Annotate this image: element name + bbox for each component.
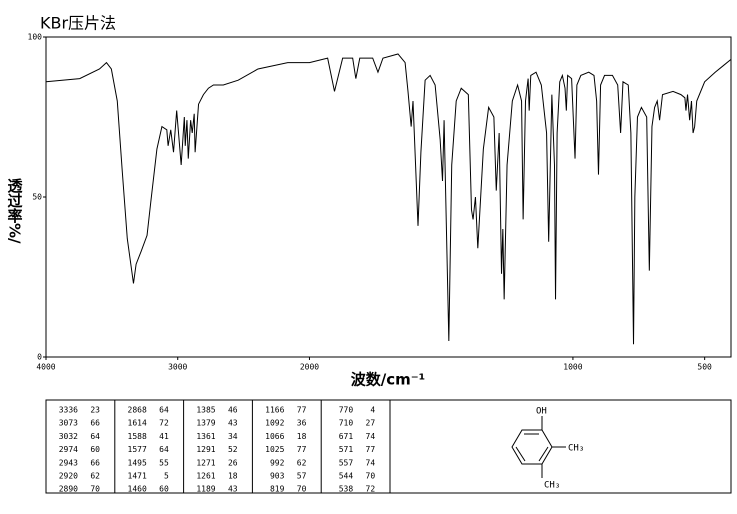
peak-transmittance: 66	[90, 458, 100, 467]
x-tick-label: 4000	[36, 363, 55, 372]
peak-wavenumber: 1189	[196, 485, 215, 494]
peak-transmittance: 70	[366, 472, 376, 481]
peak-transmittance: 77	[297, 406, 307, 415]
peak-wavenumber: 1614	[128, 419, 147, 428]
peak-wavenumber: 1025	[265, 445, 284, 454]
peak-wavenumber: 1471	[128, 472, 147, 481]
benzene-ring	[511, 429, 553, 465]
peak-transmittance: 23	[90, 406, 100, 415]
y-axis-label: 透过率%/	[6, 178, 24, 244]
peak-transmittance: 52	[228, 445, 238, 454]
peak-wavenumber: 1261	[196, 472, 215, 481]
peak-transmittance: 70	[90, 485, 100, 494]
peak-transmittance: 26	[228, 458, 238, 467]
peak-wavenumber: 671	[339, 432, 354, 441]
peak-wavenumber: 544	[339, 472, 354, 481]
atom-label: CH₃	[568, 444, 584, 454]
peak-wavenumber: 557	[339, 458, 354, 467]
atom-label: CH₃	[544, 481, 560, 491]
peak-wavenumber: 571	[339, 445, 354, 454]
x-axis-label: 波数/cm⁻¹	[351, 371, 426, 389]
peak-wavenumber: 992	[270, 458, 285, 467]
peak-transmittance: 66	[90, 419, 100, 428]
peak-transmittance: 64	[159, 406, 169, 415]
peak-transmittance: 5	[164, 472, 169, 481]
peak-wavenumber: 3336	[59, 406, 78, 415]
atom-label: OH	[536, 407, 547, 417]
peak-wavenumber: 1066	[265, 432, 284, 441]
peak-wavenumber: 2974	[59, 445, 78, 454]
double-bond	[538, 446, 549, 462]
peak-transmittance: 74	[366, 458, 376, 467]
peak-transmittance: 72	[159, 419, 169, 428]
peak-transmittance: 62	[90, 472, 100, 481]
peak-wavenumber: 1361	[196, 432, 215, 441]
peak-transmittance: 77	[297, 445, 307, 454]
peak-transmittance: 18	[297, 432, 307, 441]
chart-title: KBr压片法	[40, 14, 116, 33]
peak-wavenumber: 1379	[196, 419, 215, 428]
peak-transmittance: 74	[366, 432, 376, 441]
peak-wavenumber: 1291	[196, 445, 215, 454]
peak-transmittance: 18	[228, 472, 238, 481]
peak-transmittance: 57	[297, 472, 307, 481]
double-bond	[515, 446, 526, 462]
peak-wavenumber: 1460	[128, 485, 147, 494]
peak-wavenumber: 1092	[265, 419, 284, 428]
peak-wavenumber: 819	[270, 485, 285, 494]
peak-transmittance: 64	[90, 432, 100, 441]
peak-wavenumber: 770	[339, 406, 354, 415]
peak-transmittance: 77	[366, 445, 376, 454]
peak-wavenumber: 2868	[128, 406, 147, 415]
y-tick-label: 0	[37, 353, 42, 362]
peak-wavenumber: 1577	[128, 445, 147, 454]
table-frame	[45, 399, 732, 494]
x-tick-label: 1000	[563, 363, 582, 372]
peak-transmittance: 4	[370, 406, 375, 415]
peak-wavenumber: 1271	[196, 458, 215, 467]
peak-wavenumber: 1495	[128, 458, 147, 467]
structure	[511, 416, 566, 478]
peak-wavenumber: 710	[339, 419, 354, 428]
peak-transmittance: 70	[297, 485, 307, 494]
peak-wavenumber: 903	[270, 472, 285, 481]
peak-transmittance: 64	[159, 445, 169, 454]
peak-transmittance: 46	[228, 406, 238, 415]
peak-transmittance: 60	[90, 445, 100, 454]
peak-transmittance: 43	[228, 485, 238, 494]
peak-transmittance: 36	[297, 419, 307, 428]
peak-wavenumber: 2943	[59, 458, 78, 467]
peak-transmittance: 34	[228, 432, 238, 441]
peak-transmittance: 41	[159, 432, 169, 441]
y-tick-label: 50	[32, 193, 42, 202]
peak-transmittance: 62	[297, 458, 307, 467]
y-tick-label: 100	[28, 33, 43, 42]
peak-wavenumber: 1166	[265, 406, 284, 415]
spectrum-line	[45, 53, 732, 345]
peak-wavenumber: 538	[339, 485, 354, 494]
x-tick-label: 2000	[300, 363, 319, 372]
peak-transmittance: 27	[366, 419, 376, 428]
peak-wavenumber: 1588	[128, 432, 147, 441]
peak-wavenumber: 1385	[196, 406, 215, 415]
peak-transmittance: 72	[366, 485, 376, 494]
peak-wavenumber: 2920	[59, 472, 78, 481]
peak-wavenumber: 2890	[59, 485, 78, 494]
x-tick-label: 500	[697, 363, 712, 372]
x-tick-label: 3000	[168, 363, 187, 372]
peak-transmittance: 43	[228, 419, 238, 428]
peak-wavenumber: 3073	[59, 419, 78, 428]
peak-transmittance: 60	[159, 485, 169, 494]
peak-wavenumber: 3032	[59, 432, 78, 441]
peak-transmittance: 55	[159, 458, 169, 467]
